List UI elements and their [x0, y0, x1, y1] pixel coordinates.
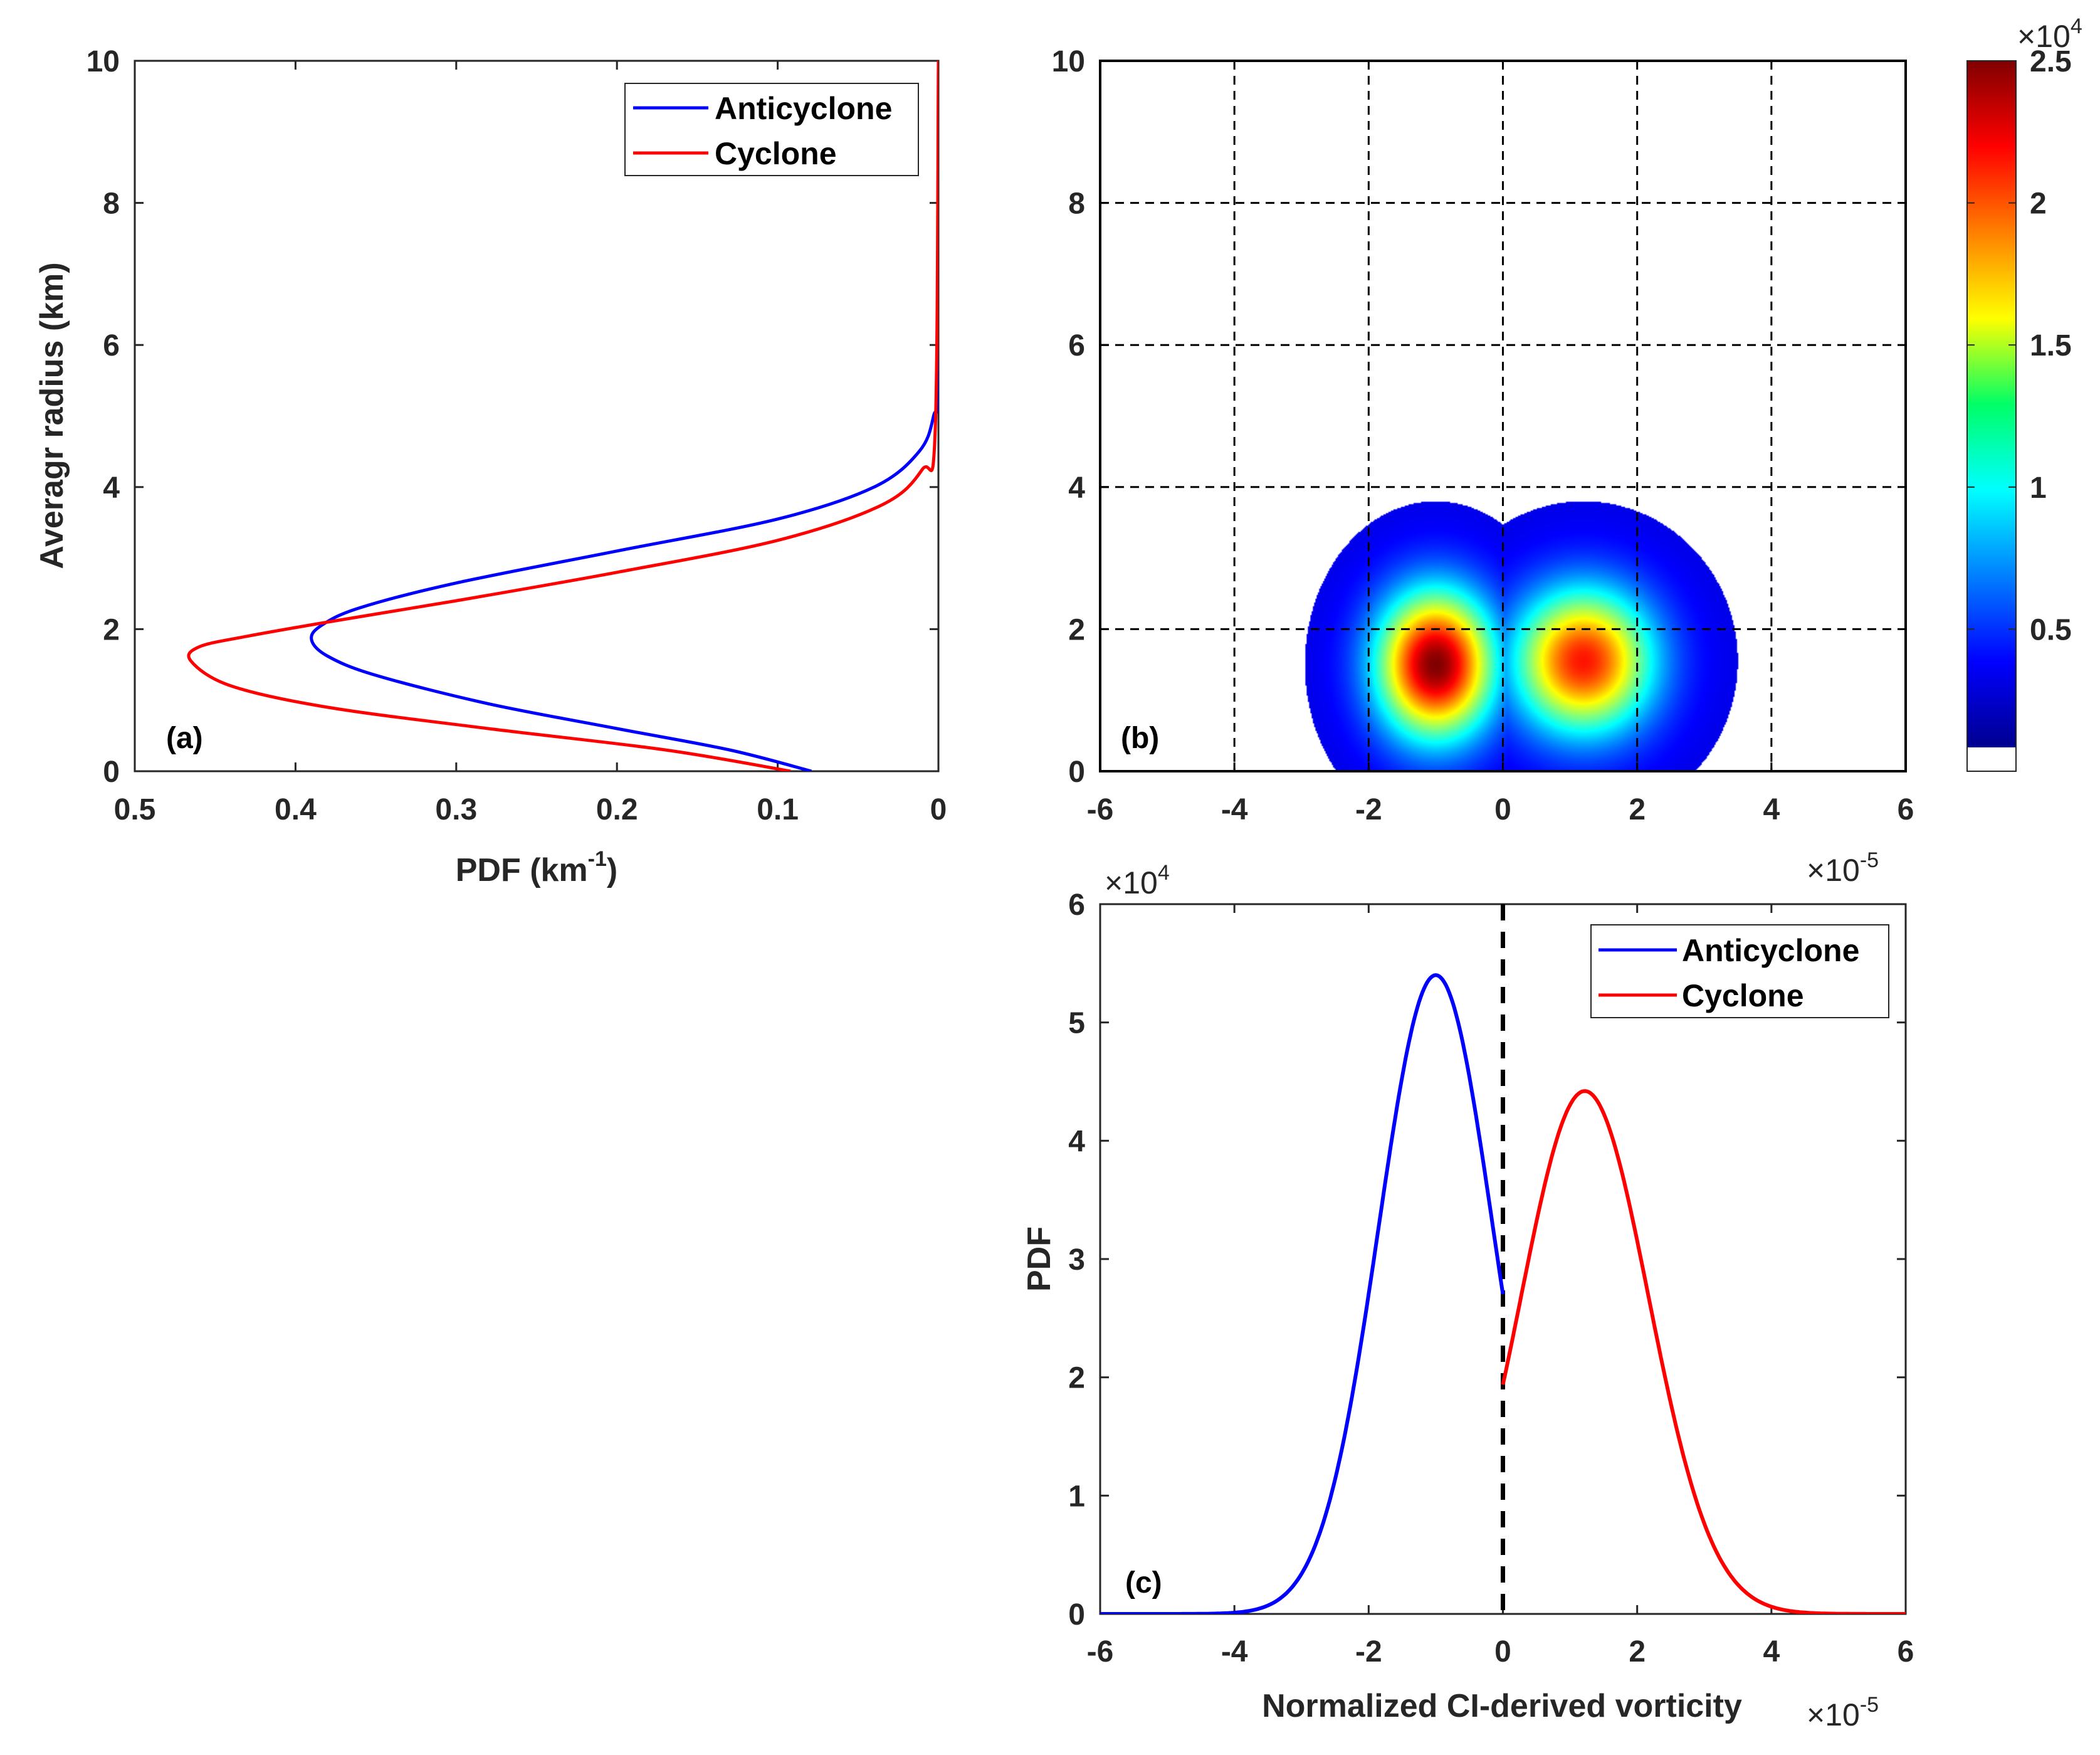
- panel-b-y-tick-labels: 0 2 4 6 8 10: [1052, 45, 1086, 789]
- panel-c-y-tick-label-5: 5: [1068, 1007, 1085, 1040]
- colorbar-tick-labels: 0.5 1 1.5 2 2.5: [2030, 45, 2072, 646]
- panel-a-x-tick-label-1: 0.4: [275, 793, 317, 826]
- panel-c-x-tick-label-1: -4: [1221, 1635, 1248, 1668]
- panel-b-y-tick-label-5: 10: [1052, 45, 1085, 78]
- panel-c-x-multiplier-base: ×10: [1807, 1697, 1860, 1732]
- panel-b-y-tick-label-2: 4: [1068, 472, 1085, 505]
- panel-c-legend-cyclone: Cyclone: [1682, 978, 1804, 1013]
- panel-a-x-tick-label-3: 0.2: [596, 793, 638, 826]
- colorbar-multiplier: ×104: [2017, 14, 2082, 54]
- panel-c-y-tick-label-1: 1: [1068, 1480, 1085, 1513]
- colorbar-frame: [1966, 60, 2017, 772]
- panel-c-x-tick-label-5: 4: [1763, 1635, 1780, 1668]
- panel-b-x-tick-label-2: -2: [1355, 793, 1382, 826]
- colorbar-tick-label-1: 1: [2030, 472, 2047, 505]
- panel-b-x-tick-label-0: -6: [1087, 793, 1114, 826]
- panel-c-y-tick-labels: 0 1 2 3 4 5 6: [1068, 888, 1085, 1631]
- panel-b-x-tick-label-1: -4: [1221, 793, 1248, 826]
- panel-a-x-axis-label-end: ): [607, 852, 617, 888]
- colorbar-tick-marks: [1967, 60, 2016, 630]
- panel-a-x-tick-label-2: 0.3: [435, 793, 477, 826]
- panel-c: -6 -4 -2 0 2 4 6 0 1 2 3 4 5 6 Anticyclone Cyclone (…: [1021, 848, 1914, 1732]
- panel-c-x-tick-label-2: -2: [1355, 1635, 1382, 1668]
- panel-b-x-tick-label-3: 0: [1494, 793, 1511, 826]
- colorbar-tick-label-3: 2: [2030, 187, 2047, 221]
- colorbar: 0.5 1 1.5 2 2.5 ×104: [1966, 14, 2082, 772]
- panel-a-y-tick-label-3: 6: [103, 329, 120, 362]
- panel-a-y-tick-label-2: 4: [103, 472, 120, 505]
- panel-c-x-axis-label: Normalized CI-derived vorticity: [1262, 1688, 1742, 1724]
- panel-b-x-multiplier-base: ×10: [1807, 853, 1860, 888]
- panel-b-x-tick-label-4: 2: [1629, 793, 1646, 826]
- panel-a-axes-box: [134, 60, 940, 772]
- panel-b-x-tick-label-5: 4: [1763, 793, 1780, 826]
- panel-c-y-multiplier-exponent: 4: [1158, 861, 1170, 885]
- panel-c-y-multiplier: ×104: [1105, 861, 1170, 900]
- panel-b-y-tick-label-1: 2: [1068, 613, 1085, 646]
- panel-a-y-tick-label-1: 2: [103, 613, 120, 646]
- panel-a-y-tick-label-0: 0: [103, 756, 120, 789]
- panel-a-series-anticyclone: [310, 61, 938, 771]
- colorbar-tick-label-4: 2.5: [2030, 45, 2072, 78]
- colorbar-tick-label-2: 1.5: [2030, 329, 2072, 362]
- colorbar-tick-label-0: 0.5: [2030, 613, 2072, 646]
- panel-a-y-tick-label-4: 8: [103, 187, 120, 221]
- panel-a-x-axis-label-main: PDF (km: [456, 852, 588, 888]
- panel-b-y-tick-label-0: 0: [1068, 756, 1085, 789]
- panel-b-label: (b): [1121, 722, 1159, 755]
- panel-a: 0.5 0.4 0.3 0.2 0.1 0 0 2 4 6 8 10 Anticyclone Cyc…: [34, 45, 947, 888]
- panel-c-series-anticyclone: [1100, 973, 1505, 1614]
- panel-a-y-tick-label-5: 10: [87, 45, 120, 78]
- panel-b-y-tick-label-4: 8: [1068, 187, 1085, 221]
- panel-b-y-tick-label-3: 6: [1068, 329, 1085, 362]
- panel-c-y-tick-label-0: 0: [1068, 1598, 1085, 1631]
- panel-a-y-axis-label: Averagr radius (km): [34, 262, 70, 569]
- panel-b-x-tick-labels: -6 -4 -2 0 2 4 6: [1087, 793, 1914, 826]
- panel-b-x-tick-label-6: 6: [1898, 793, 1914, 826]
- panel-a-legend-anticyclone: Anticyclone: [715, 91, 892, 126]
- colorbar-gradient: [1967, 61, 2016, 747]
- panel-b-tick-marks: [1099, 60, 1907, 772]
- panel-a-series-cyclone: [187, 61, 938, 771]
- colorbar-multiplier-base: ×10: [2017, 19, 2071, 54]
- panel-c-y-tick-label-2: 2: [1068, 1362, 1085, 1395]
- panel-c-y-tick-label-4: 4: [1068, 1125, 1085, 1158]
- panel-c-y-multiplier-base: ×10: [1105, 865, 1158, 900]
- panel-a-x-tick-labels: 0.5 0.4 0.3 0.2 0.1 0: [114, 793, 947, 826]
- panel-c-x-tick-label-0: -6: [1087, 1635, 1114, 1668]
- panel-a-x-axis-label-superscript: -1: [588, 847, 607, 871]
- panel-a-x-tick-label-4: 0.1: [757, 793, 799, 826]
- panel-a-x-axis-label: PDF (km-1): [456, 847, 617, 888]
- panel-c-y-tick-label-3: 3: [1068, 1243, 1085, 1277]
- panel-c-x-tick-labels: -6 -4 -2 0 2 4 6: [1087, 1635, 1914, 1668]
- panel-a-legend: Anticyclone Cyclone: [624, 83, 919, 176]
- panel-c-legend: Anticyclone Cyclone: [1590, 924, 1889, 1018]
- colorbar-base: [1967, 747, 2016, 771]
- panel-a-x-tick-label-0: 0.5: [114, 793, 156, 826]
- panel-c-legend-box: [1590, 924, 1889, 1018]
- panel-a-legend-box: [624, 83, 919, 176]
- panel-c-legend-anticyclone: Anticyclone: [1682, 933, 1859, 968]
- panel-c-x-tick-label-6: 6: [1898, 1635, 1914, 1668]
- panel-a-x-tick-label-5: 0: [930, 793, 947, 826]
- panel-a-label: (a): [166, 722, 203, 755]
- panel-c-x-multiplier: ×10-5: [1807, 1693, 1879, 1732]
- panel-c-series-cyclone: [1501, 1089, 1906, 1614]
- panel-c-x-tick-label-3: 0: [1494, 1635, 1511, 1668]
- panel-b-grid: [1100, 61, 1906, 771]
- panel-b-x-multiplier: ×10-5: [1807, 848, 1879, 888]
- panel-c-x-multiplier-exponent: -5: [1860, 1693, 1879, 1717]
- panel-c-x-tick-label-4: 2: [1629, 1635, 1646, 1668]
- panel-c-label: (c): [1125, 1566, 1162, 1600]
- panel-c-y-tick-label-6: 6: [1068, 888, 1085, 922]
- panel-b-x-multiplier-exponent: -5: [1860, 848, 1879, 872]
- panel-c-y-axis-label: PDF: [1021, 1226, 1058, 1292]
- panel-a-legend-cyclone: Cyclone: [715, 136, 837, 171]
- colorbar-multiplier-exponent: 4: [2071, 14, 2082, 38]
- panel-a-y-tick-labels: 0 2 4 6 8 10: [87, 45, 120, 789]
